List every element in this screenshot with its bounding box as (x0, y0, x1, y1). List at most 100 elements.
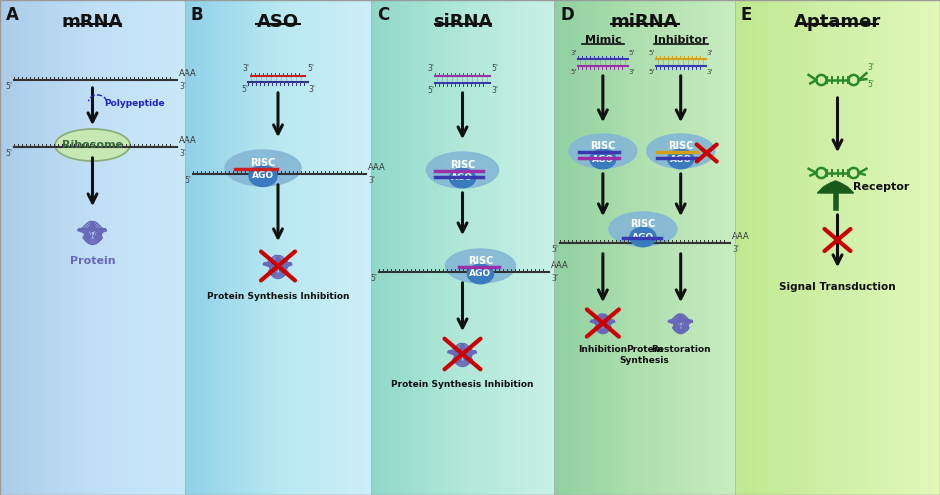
Bar (692, 0, 695, 495)
Bar (733, 0, 735, 495)
Ellipse shape (55, 129, 130, 161)
Bar (274, 0, 276, 495)
Text: 3': 3' (707, 69, 713, 75)
Bar (264, 0, 267, 495)
Bar (271, 0, 274, 495)
Bar (855, 0, 858, 495)
Text: B: B (191, 6, 204, 24)
Bar (283, 0, 286, 495)
Bar (182, 0, 185, 495)
Bar (389, 0, 392, 495)
Bar (497, 0, 499, 495)
Bar (901, 0, 904, 495)
Bar (448, 0, 451, 495)
Ellipse shape (590, 149, 616, 169)
Bar (364, 0, 367, 495)
Bar (827, 0, 830, 495)
Bar (92, 0, 95, 495)
Bar (14, 0, 17, 495)
Bar (658, 0, 661, 495)
Bar (873, 0, 876, 495)
Text: Protein: Protein (70, 256, 116, 266)
Bar (674, 0, 677, 495)
Bar (362, 0, 365, 495)
Text: AGO: AGO (451, 174, 474, 183)
Bar (768, 0, 772, 495)
Ellipse shape (249, 165, 277, 187)
Ellipse shape (630, 227, 656, 247)
Bar (16, 0, 19, 495)
Bar (357, 0, 360, 495)
Bar (719, 0, 722, 495)
Bar (549, 0, 552, 495)
Text: 3': 3' (179, 82, 186, 91)
Bar (39, 0, 42, 495)
Bar (480, 0, 483, 495)
Bar (290, 0, 292, 495)
Text: Mimic: Mimic (585, 35, 621, 45)
Bar (927, 0, 931, 495)
Bar (721, 0, 724, 495)
Bar (748, 0, 751, 495)
Bar (606, 0, 609, 495)
Bar (132, 0, 134, 495)
Bar (586, 0, 588, 495)
Bar (315, 0, 318, 495)
Text: D: D (560, 6, 573, 24)
Bar (11, 0, 14, 495)
Bar (579, 0, 582, 495)
Bar (90, 0, 93, 495)
Bar (70, 0, 72, 495)
Bar (236, 0, 239, 495)
Bar (814, 0, 818, 495)
Text: 5': 5' (551, 245, 558, 254)
Bar (876, 0, 879, 495)
Bar (329, 0, 332, 495)
Bar (531, 0, 534, 495)
Bar (102, 0, 104, 495)
Bar (547, 0, 550, 495)
Text: AAA: AAA (551, 261, 569, 270)
Bar (870, 0, 874, 495)
Bar (338, 0, 341, 495)
Bar (525, 0, 527, 495)
Bar (858, 0, 861, 495)
Bar (701, 0, 704, 495)
Bar (726, 0, 729, 495)
Bar (206, 0, 209, 495)
Text: 5': 5' (649, 69, 654, 75)
Bar (766, 0, 769, 495)
Text: 5': 5' (868, 80, 874, 89)
Bar (796, 0, 800, 495)
Bar (509, 0, 511, 495)
Bar (494, 0, 497, 495)
Bar (584, 0, 587, 495)
Bar (545, 0, 548, 495)
Ellipse shape (569, 134, 637, 168)
Bar (160, 0, 163, 495)
Bar (771, 0, 774, 495)
Bar (35, 0, 38, 495)
Bar (461, 0, 463, 495)
Bar (651, 0, 654, 495)
Bar (415, 0, 417, 495)
Bar (740, 0, 744, 495)
Bar (0, 0, 3, 495)
Bar (24, 0, 26, 495)
Bar (41, 0, 44, 495)
Bar (308, 0, 311, 495)
Bar (215, 0, 218, 495)
Bar (909, 0, 913, 495)
Bar (542, 0, 545, 495)
Ellipse shape (609, 212, 677, 246)
Bar (25, 0, 28, 495)
Bar (199, 0, 202, 495)
Bar (758, 0, 761, 495)
Bar (642, 0, 645, 495)
Text: AAA: AAA (732, 232, 750, 241)
Text: 3': 3' (868, 63, 874, 72)
Bar (412, 0, 415, 495)
Bar (485, 0, 488, 495)
Bar (493, 0, 495, 495)
Bar (690, 0, 693, 495)
